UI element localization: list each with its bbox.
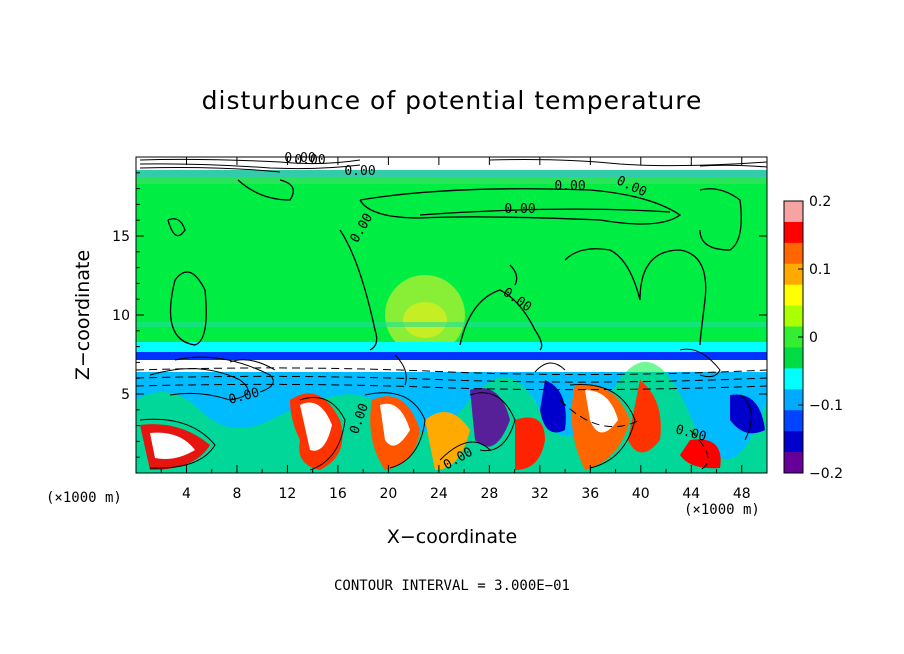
colorbar-tick-label: 0 xyxy=(809,330,818,346)
y-tick-label: 15 xyxy=(112,229,130,245)
turbulent-contours xyxy=(139,348,752,471)
contour-label: 0.00 xyxy=(554,179,585,194)
colorbar-swatch xyxy=(784,431,803,453)
contour-label: 0.00 xyxy=(294,153,325,168)
colorbar-ticks: 0.2 0.1 0 −0.1 −0.2 xyxy=(798,194,843,482)
warm-blob xyxy=(680,439,721,469)
warm-blob xyxy=(515,417,545,470)
colorbar-swatch xyxy=(784,452,803,474)
colorbar-tick-label: −0.2 xyxy=(809,466,843,482)
y-tick-label: 10 xyxy=(112,308,130,324)
colorbar-swatch xyxy=(784,410,803,432)
colorbar-swatch xyxy=(784,389,803,411)
x-tick-label: 44 xyxy=(682,486,700,502)
top-contours xyxy=(139,158,767,173)
x-tick-label: 4 xyxy=(182,486,191,502)
cold-pocket xyxy=(540,380,566,433)
warm-blob xyxy=(425,412,470,470)
x-tick-label: 48 xyxy=(733,486,751,502)
x-unit-left: (×1000 m) xyxy=(46,490,122,506)
warm-blob xyxy=(628,380,661,453)
contour-label: 0.00 xyxy=(504,202,535,217)
colorbar-swatch xyxy=(784,263,803,286)
colorbar-swatch xyxy=(784,326,803,348)
white-band xyxy=(136,360,767,372)
x-tick-label: 24 xyxy=(430,486,448,502)
colorbar-tick-label: 0.2 xyxy=(809,194,831,210)
x-tick-label: 32 xyxy=(531,486,549,502)
white-core xyxy=(300,402,332,451)
x-axis: 4 8 12 16 20 24 28 32 36 40 44 48 xyxy=(160,157,751,502)
contour-lines xyxy=(167,179,742,351)
x-unit-right: (×1000 m) xyxy=(684,502,760,518)
colorbar-swatch xyxy=(784,242,803,265)
colorbar-tick-label: −0.1 xyxy=(809,398,843,414)
warm-core xyxy=(403,302,447,338)
colorbar-swatch xyxy=(784,368,803,390)
contour-interval-text: CONTOUR INTERVAL = 3.000E−01 xyxy=(333,578,570,594)
colorbar-swatch xyxy=(784,347,803,369)
mid-band xyxy=(136,322,767,327)
x-tick-label: 8 xyxy=(232,486,241,502)
cold-pocket xyxy=(730,394,765,434)
x-tick-label: 20 xyxy=(379,486,397,502)
y-tick-label: 5 xyxy=(121,387,130,403)
x-tick-label: 12 xyxy=(279,486,297,502)
white-core xyxy=(585,390,618,433)
contour-label: 0.00 xyxy=(284,151,315,166)
top-cyan-layer xyxy=(136,170,767,177)
y-axis: 5 10 15 xyxy=(112,172,767,458)
x-tick-label: 36 xyxy=(581,486,599,502)
colorbar: 0.2 0.1 0 −0.1 −0.2 xyxy=(783,194,843,482)
x-axis-label: X−coordinate xyxy=(386,526,518,548)
x-tick-label: 28 xyxy=(480,486,498,502)
negative-contours xyxy=(136,367,767,471)
colorbar-swatch xyxy=(784,284,803,307)
colorbar-swatches xyxy=(784,201,803,474)
upper-band xyxy=(136,176,767,184)
colorbar-swatch xyxy=(784,305,803,328)
cold-pocket xyxy=(470,388,510,447)
temperature-field xyxy=(136,157,767,473)
white-core xyxy=(150,432,195,459)
x-tick-label: 16 xyxy=(329,486,347,502)
contour-label: 0.00 xyxy=(344,164,375,179)
white-core xyxy=(380,403,410,446)
chart-title: disturbunce of potential temperature xyxy=(201,86,703,115)
x-tick-label: 40 xyxy=(632,486,650,502)
colorbar-swatch xyxy=(784,201,803,223)
colorbar-swatch xyxy=(784,221,803,244)
colorbar-tick-label: 0.1 xyxy=(809,262,831,278)
cyan-band xyxy=(136,342,767,352)
blue-band xyxy=(136,352,767,360)
